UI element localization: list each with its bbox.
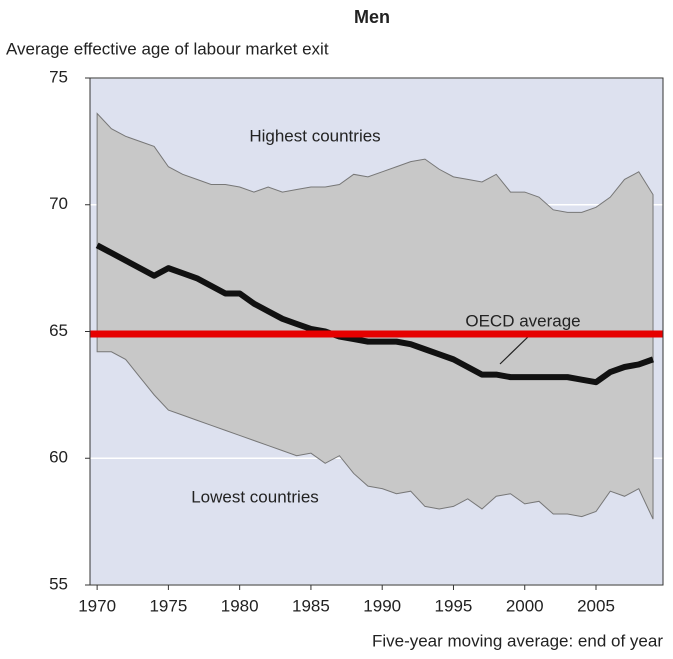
- y-tick-label: 55: [49, 574, 68, 593]
- x-tick-label: 2005: [577, 596, 615, 615]
- x-tick-label: 1990: [363, 596, 401, 615]
- x-axis-label: Five-year moving average: end of year: [372, 631, 663, 650]
- average-line: [95, 242, 655, 386]
- x-tick-label: 1970: [78, 596, 116, 615]
- y-tick-label: 75: [49, 67, 68, 86]
- y-tick-label: 60: [49, 448, 68, 467]
- series-label: Lowest countries: [191, 487, 319, 506]
- chart-title: Men: [354, 7, 390, 27]
- x-tick-label: 1980: [221, 596, 259, 615]
- x-tick-label: 1995: [435, 596, 473, 615]
- band-area: [96, 112, 654, 520]
- y-tick-label: 70: [49, 194, 68, 213]
- series-label: Highest countries: [249, 126, 380, 145]
- label-leader: [499, 332, 533, 365]
- series-label: OECD average: [465, 311, 580, 330]
- x-tick-label: 2000: [506, 596, 544, 615]
- y-tick-label: 65: [49, 321, 68, 340]
- x-tick-label: 1975: [149, 596, 187, 615]
- x-tick-label: 1985: [292, 596, 330, 615]
- y-axis-label: Average effective age of labour market e…: [6, 39, 329, 58]
- annotations: Highest countries Lowest countries OECD …: [191, 126, 580, 506]
